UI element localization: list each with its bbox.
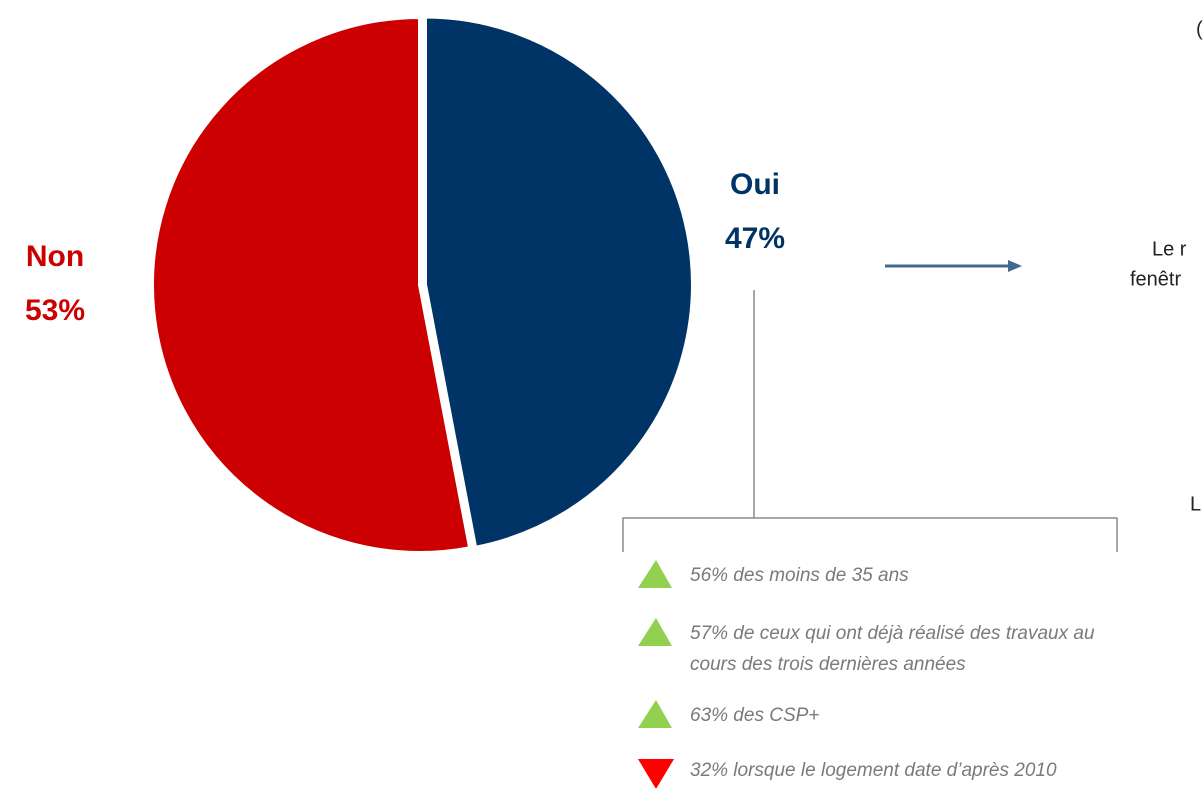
cropped-text: L xyxy=(1190,493,1201,515)
cropped-text: fenêtr xyxy=(1130,268,1181,290)
annotation-text: 56% des moins de 35 ans xyxy=(690,565,909,586)
annotation-text: cours des trois dernières années xyxy=(690,654,966,675)
annotation-text: 57% de ceux qui ont déjà réalisé des tra… xyxy=(690,623,1095,644)
slice-category: Non xyxy=(26,240,84,273)
annotation-text: 32% lorsque le logement date d’après 201… xyxy=(690,760,1057,781)
arrow-head xyxy=(1008,260,1022,272)
slice-value-label: 53% xyxy=(25,294,85,327)
trend-marker xyxy=(638,618,672,646)
slice-category: Oui xyxy=(730,168,780,201)
cropped-text: Le r xyxy=(1152,238,1187,260)
cropped-text: ( xyxy=(1196,18,1203,40)
trend-marker xyxy=(638,700,672,728)
trend-marker xyxy=(638,759,674,788)
trend-marker xyxy=(638,560,672,588)
pie-slice xyxy=(422,14,695,551)
annotation-text: 63% des CSP+ xyxy=(690,705,819,726)
pie-slice xyxy=(150,14,473,555)
pie xyxy=(150,14,695,555)
bracket xyxy=(622,290,1118,552)
slice-value-label: 47% xyxy=(725,222,785,255)
